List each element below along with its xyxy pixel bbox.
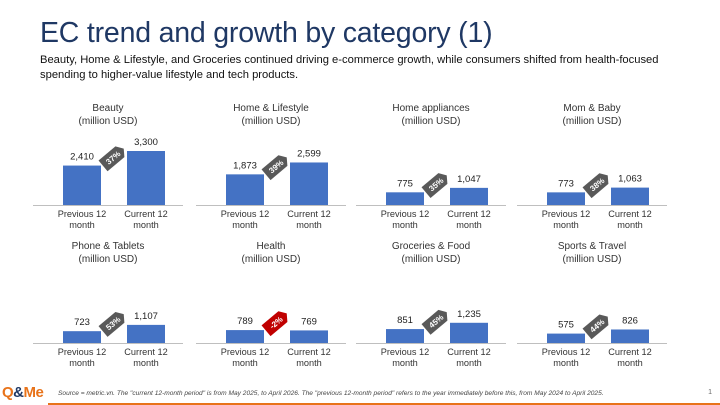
- chart-title: Home & Lifestyle (million USD): [233, 103, 309, 127]
- bar: [63, 165, 101, 205]
- data-label: 1,235: [457, 309, 481, 320]
- chart-title: Beauty (million USD): [78, 103, 138, 127]
- bar-chart: 723 1,107 53%: [33, 311, 183, 344]
- x-tick-label: Previous 12 month: [541, 347, 591, 368]
- chart-panel: Home appliances (million USD) 775 1,047 35%…: [356, 103, 506, 233]
- bar: [386, 329, 424, 343]
- data-label: 3,300: [134, 137, 158, 148]
- page-subtitle: Beauty, Home & Lifestyle, and Groceries …: [40, 54, 659, 81]
- growth-badge: 53%: [98, 312, 125, 337]
- x-tick-label: Current 12 month: [447, 347, 491, 368]
- data-label: 775: [397, 178, 413, 189]
- page-title: EC trend and growth by category (1): [40, 17, 493, 49]
- data-label: 773: [558, 178, 574, 189]
- chart-title: Groceries & Food (million USD): [391, 241, 471, 265]
- bar: [386, 192, 424, 205]
- x-tick-label: Previous 12 month: [57, 347, 107, 368]
- data-label: 769: [301, 316, 317, 327]
- chart-title: Sports & Travel (million USD): [557, 241, 627, 265]
- bar: [611, 329, 649, 343]
- bar: [290, 330, 328, 343]
- chart-panel: Mom & Baby (million USD) 773 1,063 38% Previ…: [517, 103, 667, 233]
- growth-badge: 39%: [261, 155, 288, 181]
- data-label: 1,107: [134, 311, 158, 322]
- bar-chart: 2,410 3,300 37%: [33, 137, 183, 206]
- data-label: 2,410: [70, 152, 94, 163]
- data-label: 1,063: [618, 174, 642, 185]
- growth-badge: 38%: [582, 173, 609, 199]
- data-label: 826: [622, 315, 638, 326]
- chart-panel: Groceries & Food (million USD) 851 1,235 45…: [356, 241, 506, 371]
- bar: [547, 333, 585, 343]
- bar-chart: 789 769 -2%: [196, 311, 346, 344]
- data-label: 2,599: [297, 148, 321, 159]
- x-tick-label: Current 12 month: [287, 209, 331, 230]
- footer-divider: [48, 403, 720, 405]
- growth-badge: -2%: [261, 311, 288, 337]
- chart-panel: Beauty (million USD) 2,410 3,300 37% Previou…: [33, 103, 183, 233]
- chart-title: Phone & Tablets (million USD): [71, 241, 145, 265]
- footer: Q&Me Source = metric.vn. The "current 12…: [0, 380, 720, 405]
- x-tick-label: Current 12 month: [124, 347, 168, 368]
- data-label: 723: [74, 317, 90, 328]
- bar: [226, 174, 264, 205]
- source-note: Source = metric.vn. The "current 12-mont…: [58, 390, 604, 397]
- growth-badge: 44%: [582, 314, 609, 340]
- chart-title: Mom & Baby (million USD): [562, 103, 622, 127]
- data-label: 575: [558, 320, 574, 331]
- chart-panel: Sports & Travel (million USD) 575 826 44% Pr…: [517, 241, 667, 371]
- data-label: 1,873: [233, 160, 257, 171]
- bar-chart: 775 1,047 35%: [356, 173, 506, 206]
- growth-badge: 45%: [421, 309, 448, 335]
- x-tick-label: Previous 12 month: [380, 209, 430, 230]
- chart-panel: Home & Lifestyle (million USD) 1,873 2,599…: [196, 103, 346, 233]
- bar: [290, 162, 328, 205]
- growth-badge: 37%: [98, 146, 125, 172]
- bar: [226, 330, 264, 343]
- bar: [127, 324, 165, 343]
- bar: [450, 322, 488, 343]
- data-label: 851: [397, 315, 413, 326]
- x-tick-label: Previous 12 month: [220, 347, 270, 368]
- growth-badge: 35%: [421, 173, 448, 199]
- bar: [450, 187, 488, 205]
- bar-chart: 851 1,235 45%: [356, 309, 506, 344]
- bar-chart: 1,873 2,599 39%: [196, 148, 346, 206]
- bar: [63, 331, 101, 343]
- chart-title: Health (million USD): [241, 241, 301, 265]
- x-tick-label: Current 12 month: [608, 209, 652, 230]
- bar: [547, 192, 585, 205]
- page-number: 1: [708, 389, 712, 396]
- bar-chart: 575 826 44%: [517, 314, 667, 344]
- bar-chart: 773 1,063 38%: [517, 173, 667, 206]
- bar: [127, 151, 165, 205]
- x-tick-label: Current 12 month: [608, 347, 652, 368]
- x-tick-label: Previous 12 month: [220, 209, 270, 230]
- x-tick-label: Previous 12 month: [541, 209, 591, 230]
- bar: [611, 187, 649, 205]
- data-label: 789: [237, 316, 253, 327]
- chart-title: Home appliances (million USD): [392, 103, 470, 127]
- x-tick-label: Current 12 month: [124, 209, 168, 230]
- x-tick-label: Current 12 month: [447, 209, 491, 230]
- x-tick-label: Previous 12 month: [57, 209, 107, 230]
- data-label: 1,047: [457, 174, 481, 185]
- chart-panel: Health (million USD) 789 769 -2% Previous 12…: [196, 241, 346, 371]
- x-tick-label: Current 12 month: [287, 347, 331, 368]
- chart-panel: Phone & Tablets (million USD) 723 1,107 53%…: [33, 241, 183, 371]
- brand-logo: Q&Me: [2, 384, 44, 401]
- x-tick-label: Previous 12 month: [380, 347, 430, 368]
